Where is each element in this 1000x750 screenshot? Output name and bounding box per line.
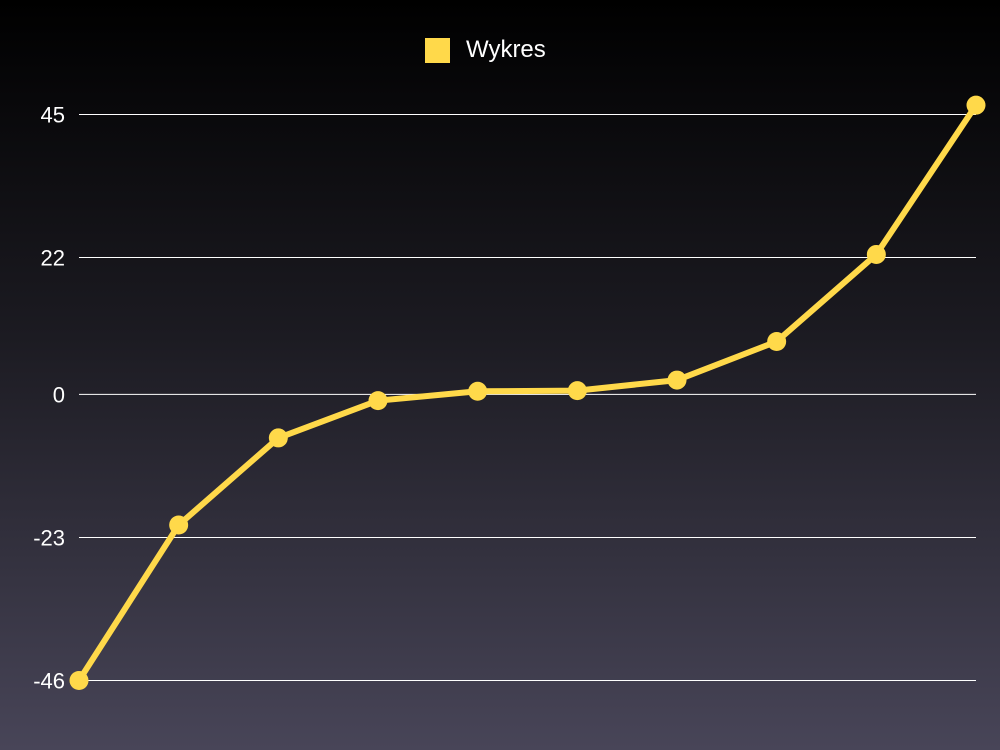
data-point[interactable] xyxy=(268,428,288,448)
data-point[interactable] xyxy=(69,671,89,690)
gridlines xyxy=(79,114,976,681)
y-tick-label: 22 xyxy=(41,246,65,271)
series-wykres xyxy=(69,95,986,690)
data-point[interactable] xyxy=(866,244,886,264)
legend: Wykres xyxy=(425,36,546,63)
y-tick-label: 0 xyxy=(53,382,65,407)
legend-swatch xyxy=(425,38,450,63)
y-tick-label: -23 xyxy=(33,525,65,550)
series-line xyxy=(76,102,979,684)
data-point[interactable] xyxy=(468,381,488,401)
data-point[interactable] xyxy=(966,95,986,115)
y-axis: 45 22 0 -23 -46 xyxy=(33,103,65,694)
data-point[interactable] xyxy=(169,515,189,535)
data-point[interactable] xyxy=(567,381,587,401)
y-tick-label: -46 xyxy=(33,669,65,694)
y-tick-label: 45 xyxy=(41,103,65,128)
data-point[interactable] xyxy=(667,370,687,390)
legend-label: Wykres xyxy=(466,36,546,63)
data-point[interactable] xyxy=(767,332,787,352)
data-point[interactable] xyxy=(368,391,388,411)
